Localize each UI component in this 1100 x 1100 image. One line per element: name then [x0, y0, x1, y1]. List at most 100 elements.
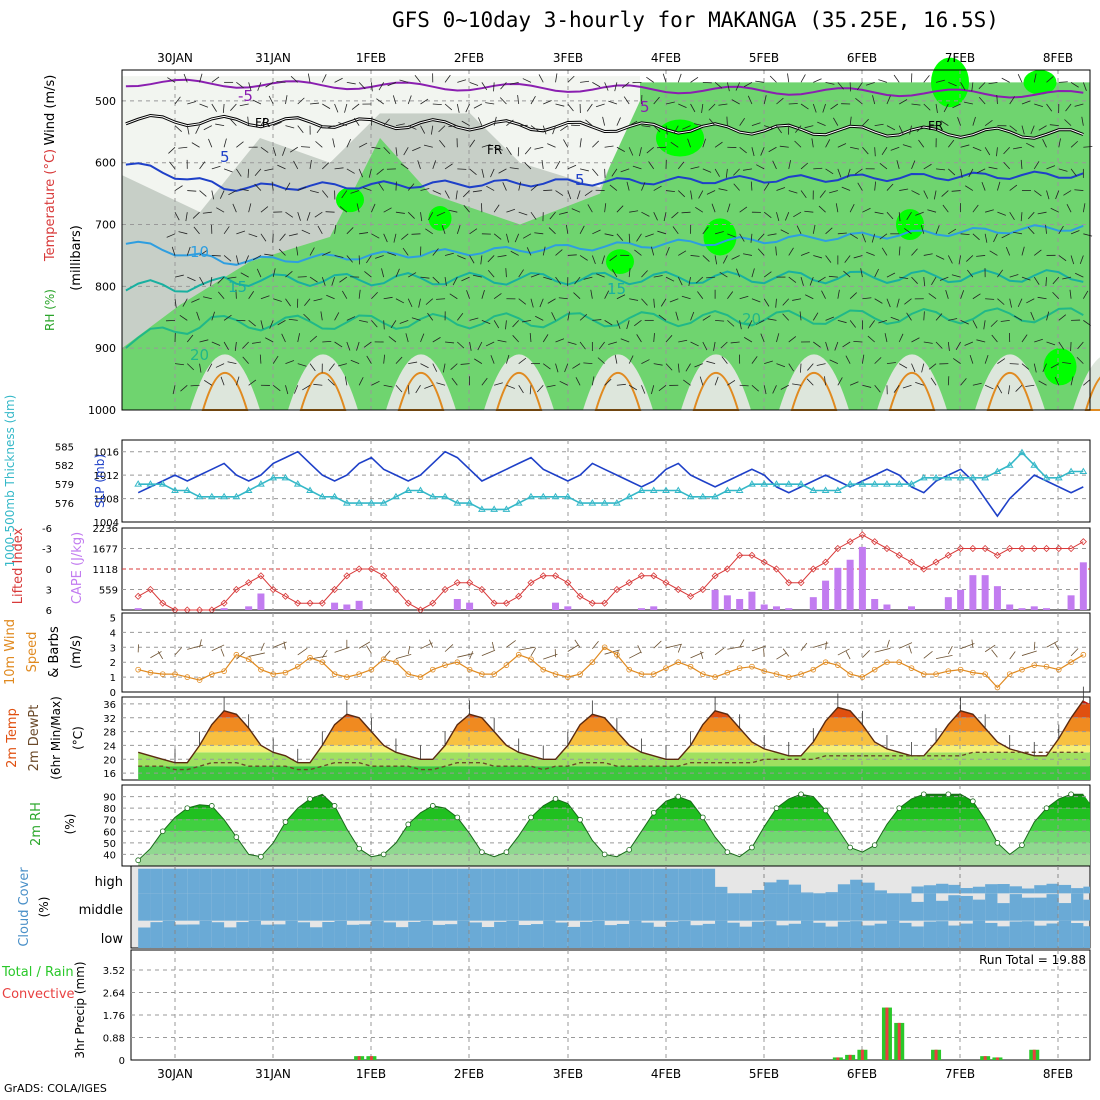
upper-wind-barb [248, 291, 255, 299]
upper-wind-barb [339, 276, 348, 283]
upper-wind-barb [178, 146, 188, 149]
rh-dry-region [122, 76, 640, 213]
cloud-cell [162, 893, 175, 921]
cape-bar [748, 591, 756, 610]
cloud-cell [445, 893, 458, 921]
upper-wind-barb [670, 141, 679, 148]
upper-wind-barb [874, 298, 883, 304]
upper-wind-barb [708, 103, 716, 111]
upper-wind-barb [307, 73, 311, 83]
upper-wind-barb [1021, 276, 1031, 281]
upper-wind-barb [665, 363, 673, 371]
upper-wind-barb [714, 82, 723, 89]
upper-wind-barb [297, 212, 301, 221]
upper-wind-barb [497, 339, 507, 343]
upper-wind-barb [273, 121, 282, 127]
cloud-cell [506, 893, 519, 921]
wind10-point [724, 669, 731, 676]
cloud-cell [666, 868, 679, 894]
upper-wind-barb [621, 82, 630, 89]
upper-wind-barb [930, 377, 937, 386]
temp-25-contour [692, 372, 740, 411]
cloud-cell [972, 899, 986, 921]
li-point [441, 585, 449, 594]
upper-wind-barb [849, 116, 852, 126]
upper-wind-barb [222, 103, 225, 114]
upper-wind-barb [775, 298, 777, 308]
upper-wind-barb [346, 81, 356, 85]
cloud-cell [236, 893, 249, 921]
precip-ytick: 0 [119, 1056, 125, 1067]
upper-wind-barb [228, 190, 237, 196]
upper-wind-barb [874, 211, 884, 215]
upper-wind-barb [800, 276, 804, 286]
wind10-barb [1009, 651, 1016, 660]
cloud-cell [445, 868, 458, 894]
upper-wind-barb [611, 269, 618, 278]
rh-moist-patch [428, 206, 452, 231]
thickness-point [220, 492, 228, 500]
upper-wind-barb [244, 255, 250, 264]
thickness-point [858, 480, 867, 487]
upper-wind-barb [763, 271, 772, 278]
upper-wind-barb [1033, 161, 1040, 170]
upper-wind-barb [346, 138, 352, 148]
thickness-point [428, 492, 437, 500]
upper-wind-barb [281, 333, 286, 343]
upper-wind-barb [1034, 249, 1042, 256]
wind10-point [233, 651, 240, 658]
upper-wind-barb [678, 250, 687, 256]
upper-wind-barb [565, 224, 569, 234]
upper-wind-barb [1083, 320, 1091, 326]
cloud-cell [248, 920, 261, 948]
cloud-cell [310, 927, 323, 948]
cloud-cell [629, 920, 642, 948]
upper-wind-barb [585, 119, 593, 126]
upper-wind-barb [423, 144, 433, 148]
cloud-cell [445, 924, 458, 948]
upper-wind-barb [739, 295, 749, 300]
slp-line [137, 450, 1084, 518]
upper-wind-barb [1045, 277, 1047, 287]
upper-wind-barb [375, 255, 384, 259]
cloud-cell [985, 893, 998, 921]
li-point [969, 544, 977, 553]
upper-wind-barb [1046, 190, 1050, 200]
wind10-point [319, 659, 326, 665]
thickness-point [919, 473, 928, 481]
upper-wind-barb [223, 226, 230, 235]
rh2-point [258, 853, 264, 860]
contour-15 [125, 269, 1084, 293]
upper-wind-barb [552, 125, 556, 135]
upper-wind-barb [252, 99, 262, 105]
upper-wind-barb [896, 298, 900, 308]
upper-wind-barb [677, 161, 685, 170]
upper-wind-barb [500, 82, 507, 90]
li-point [159, 599, 167, 607]
precip-conv-bar [357, 1056, 361, 1060]
upper-wind-barb [260, 206, 269, 213]
cloud-cell [395, 868, 409, 894]
rh2-point [601, 851, 608, 858]
upper-wind-barb [395, 298, 405, 304]
upper-wind-barb [1074, 189, 1084, 191]
upper-wind-barb [964, 341, 974, 346]
upper-wind-barb [690, 166, 700, 170]
wind10-point [601, 644, 608, 651]
upper-wind-barb [847, 168, 851, 178]
upper-wind-barb [490, 168, 495, 178]
upper-wind-barb [381, 268, 385, 278]
upper-wind-barb [800, 74, 806, 83]
cloud-cell [874, 893, 887, 921]
thickness-point [649, 486, 658, 493]
upper-wind-barb [327, 378, 335, 386]
upper-wind-barb [1082, 82, 1087, 91]
wind10-point [466, 666, 473, 673]
cloud-cell [653, 893, 666, 921]
rh-moist-patch [896, 209, 924, 240]
upper-wind-barb [850, 146, 860, 150]
upper-wind-barb [947, 341, 950, 351]
upper-wind-barb [965, 185, 974, 191]
upper-wind-barb [799, 311, 802, 321]
upper-wind-barb [874, 385, 881, 393]
